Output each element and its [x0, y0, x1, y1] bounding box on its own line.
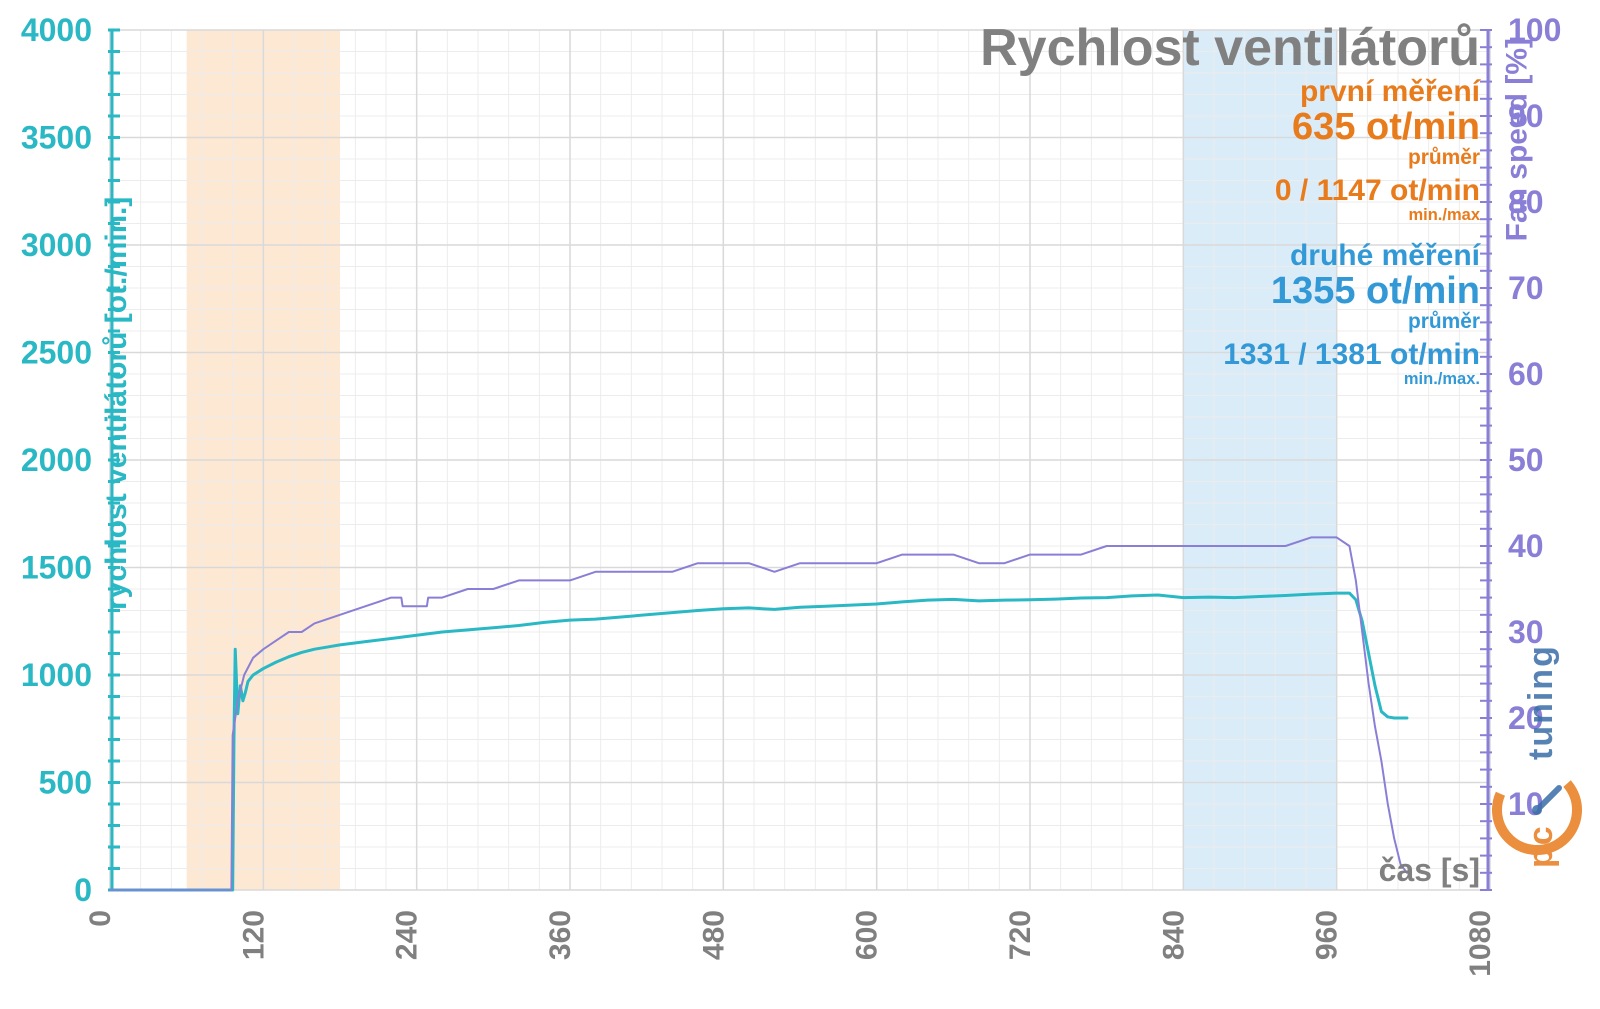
- svg-text:1500: 1500: [21, 550, 92, 586]
- svg-text:960: 960: [1311, 910, 1344, 960]
- chart-container: 0500100015002000250030003500400010203040…: [0, 0, 1600, 1009]
- x-axis-label: čas [s]: [1379, 852, 1480, 889]
- svg-text:840: 840: [1157, 910, 1190, 960]
- svg-text:60: 60: [1508, 356, 1544, 392]
- svg-text:600: 600: [851, 910, 884, 960]
- svg-text:2000: 2000: [21, 442, 92, 478]
- svg-text:1000: 1000: [21, 657, 92, 693]
- chart-title: Rychlost ventilátorů: [980, 18, 1480, 78]
- y-axis-right-label: Fan speed [%]: [1500, 38, 1534, 241]
- annotation-second-value: 1355 ot/min průměr: [1223, 272, 1480, 334]
- svg-text:3500: 3500: [21, 120, 92, 156]
- svg-text:360: 360: [544, 910, 577, 960]
- svg-text:tuning: tuning: [1522, 644, 1560, 760]
- svg-text:480: 480: [697, 910, 730, 960]
- svg-text:0: 0: [74, 872, 92, 908]
- svg-text:240: 240: [391, 910, 424, 960]
- annotation-second-range: 1331 / 1381 ot/min min./max.: [1223, 339, 1480, 388]
- watermark-logo: tuning pc: [1492, 510, 1582, 890]
- y-axis-left-label: rychlost ventilátorů [ot./min.]: [100, 197, 134, 610]
- svg-text:120: 120: [237, 910, 270, 960]
- svg-text:50: 50: [1508, 442, 1544, 478]
- annotation-first-heading: první měření: [1275, 76, 1480, 108]
- svg-text:2500: 2500: [21, 335, 92, 371]
- svg-text:1080: 1080: [1464, 910, 1497, 977]
- annotation-first: první měření 635 ot/min průměr 0 / 1147 …: [1275, 76, 1480, 224]
- svg-text:pc: pc: [1522, 824, 1560, 868]
- svg-text:720: 720: [1004, 910, 1037, 960]
- annotation-second-heading: druhé měření: [1223, 240, 1480, 272]
- svg-text:4000: 4000: [21, 12, 92, 48]
- svg-text:3000: 3000: [21, 227, 92, 263]
- svg-text:70: 70: [1508, 270, 1544, 306]
- annotation-first-value: 635 ot/min průměr: [1275, 108, 1480, 170]
- annotation-first-range: 0 / 1147 ot/min min./max: [1275, 175, 1480, 224]
- svg-text:0: 0: [84, 910, 117, 927]
- annotation-second: druhé měření 1355 ot/min průměr 1331 / 1…: [1223, 240, 1480, 388]
- svg-text:500: 500: [39, 765, 92, 801]
